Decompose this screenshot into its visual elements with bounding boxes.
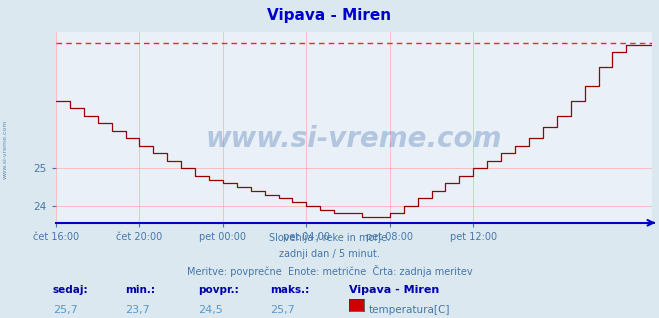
Text: temperatura[C]: temperatura[C] bbox=[369, 305, 451, 315]
Text: 25,7: 25,7 bbox=[53, 305, 78, 315]
Text: Vipava - Miren: Vipava - Miren bbox=[268, 8, 391, 23]
Text: Vipava - Miren: Vipava - Miren bbox=[349, 285, 440, 294]
Text: Slovenija / reke in morje.: Slovenija / reke in morje. bbox=[269, 233, 390, 243]
Text: www.si-vreme.com: www.si-vreme.com bbox=[206, 125, 502, 153]
Text: min.:: min.: bbox=[125, 285, 156, 294]
Text: 24,5: 24,5 bbox=[198, 305, 223, 315]
Text: 23,7: 23,7 bbox=[125, 305, 150, 315]
Text: sedaj:: sedaj: bbox=[53, 285, 88, 294]
Text: www.si-vreme.com: www.si-vreme.com bbox=[3, 120, 8, 179]
Text: Meritve: povprečne  Enote: metrične  Črta: zadnja meritev: Meritve: povprečne Enote: metrične Črta:… bbox=[186, 265, 473, 277]
Text: 25,7: 25,7 bbox=[270, 305, 295, 315]
Text: zadnji dan / 5 minut.: zadnji dan / 5 minut. bbox=[279, 249, 380, 259]
Text: povpr.:: povpr.: bbox=[198, 285, 239, 294]
Text: maks.:: maks.: bbox=[270, 285, 310, 294]
